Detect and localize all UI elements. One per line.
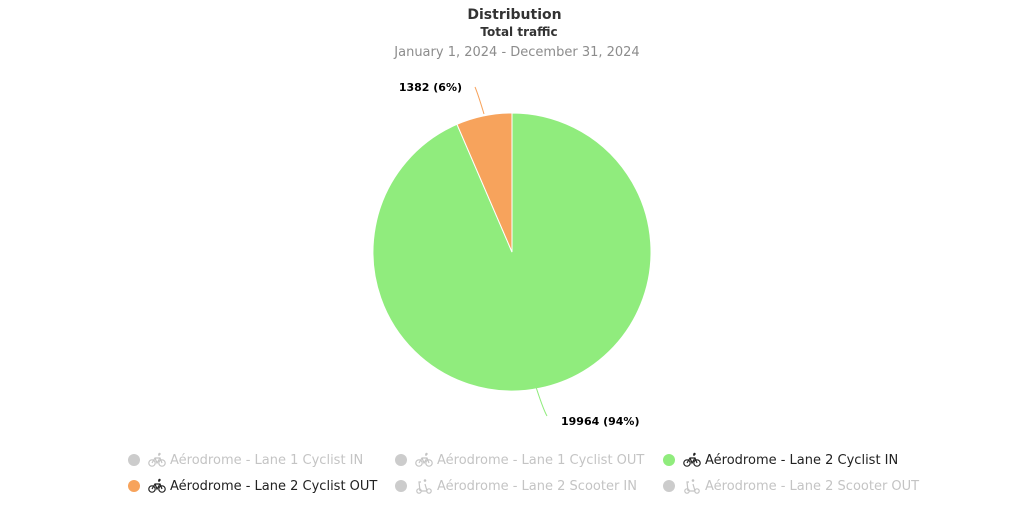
legend-item[interactable]: Aérodrome - Lane 2 Cyclist OUT <box>128 478 377 494</box>
scooter-icon <box>415 478 433 494</box>
chart-subtitle: Total traffic <box>480 25 558 39</box>
legend: Aérodrome - Lane 1 Cyclist IN Aérodrome -… <box>128 452 928 504</box>
legend-label: Aérodrome - Lane 2 Scooter OUT <box>705 478 920 494</box>
legend-item[interactable]: Aérodrome - Lane 2 Cyclist IN <box>663 452 898 468</box>
scooter-icon <box>683 478 701 494</box>
legend-marker <box>395 454 407 466</box>
bicycle-icon <box>148 478 166 494</box>
data-label-connector <box>474 86 485 115</box>
legend-label: Aérodrome - Lane 2 Cyclist IN <box>705 452 899 468</box>
legend-marker <box>395 480 407 492</box>
legend-marker <box>128 480 140 492</box>
legend-marker <box>663 454 675 466</box>
chart-title: Distribution <box>467 7 562 23</box>
data-label-connector <box>534 383 548 417</box>
legend-item[interactable]: Aérodrome - Lane 2 Scooter IN <box>395 478 637 494</box>
bicycle-icon <box>415 452 433 468</box>
legend-marker <box>128 454 140 466</box>
date-range: January 1, 2024 - December 31, 2024 <box>394 45 640 60</box>
bicycle-icon <box>683 452 701 468</box>
legend-label: Aérodrome - Lane 1 Cyclist OUT <box>437 452 645 468</box>
legend-item[interactable]: Aérodrome - Lane 1 Cyclist IN <box>128 452 363 468</box>
pie-slice[interactable] <box>456 112 513 253</box>
pie-chart: 19964 (94%) 1382 (6%) <box>372 81 652 428</box>
legend-label: Aérodrome - Lane 2 Scooter IN <box>437 478 637 494</box>
bicycle-icon <box>148 452 166 468</box>
legend-item[interactable]: Aérodrome - Lane 2 Scooter OUT <box>663 478 919 494</box>
legend-item[interactable]: Aérodrome - Lane 1 Cyclist OUT <box>395 452 644 468</box>
data-label: 1382 (6%) <box>399 81 462 94</box>
legend-label: Aérodrome - Lane 1 Cyclist IN <box>170 452 364 468</box>
legend-label: Aérodrome - Lane 2 Cyclist OUT <box>170 478 378 494</box>
legend-marker <box>663 480 675 492</box>
data-label: 19964 (94%) <box>561 415 639 428</box>
